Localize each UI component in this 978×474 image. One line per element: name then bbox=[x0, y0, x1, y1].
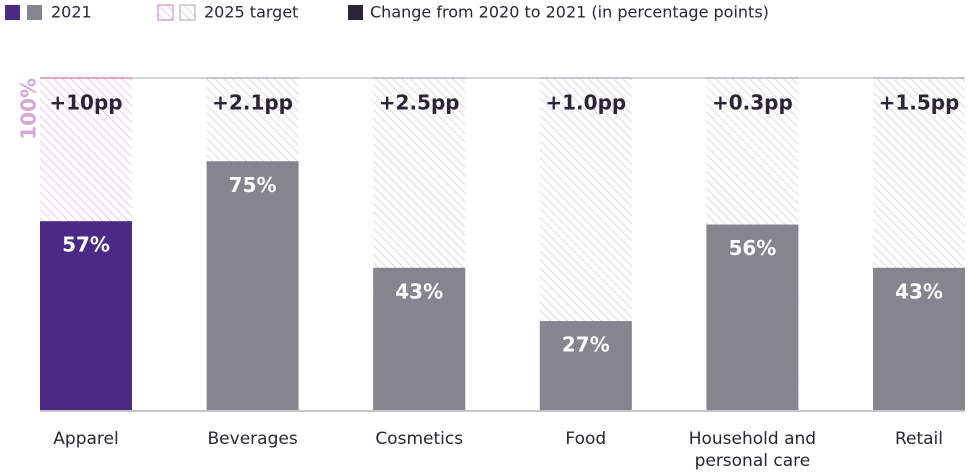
change-label: +0.3pp bbox=[712, 91, 793, 115]
value-label: 75% bbox=[229, 173, 277, 197]
x-tick-label: Household and personal care bbox=[688, 429, 817, 471]
legend-label: Change from 2020 to 2021 (in percentage … bbox=[370, 3, 769, 22]
legend-swatch bbox=[157, 4, 174, 21]
legend-swatch bbox=[27, 5, 42, 20]
value-label: 27% bbox=[562, 333, 610, 357]
change-label: +2.1pp bbox=[212, 91, 293, 115]
bar bbox=[873, 267, 965, 411]
x-tick-label: Food bbox=[565, 429, 607, 449]
legend-swatch bbox=[348, 5, 363, 20]
value-label: 57% bbox=[62, 233, 110, 257]
x-tick-label: Cosmetics bbox=[375, 429, 464, 449]
legend-swatch bbox=[5, 5, 20, 20]
value-label: 43% bbox=[395, 279, 443, 303]
x-tick-label: Retail bbox=[894, 429, 944, 449]
value-label: 56% bbox=[728, 236, 776, 260]
bar bbox=[706, 224, 799, 411]
y-tick-label: 100% bbox=[17, 78, 41, 140]
change-label: +2.5pp bbox=[379, 91, 460, 115]
legend-label: 2025 target bbox=[204, 3, 298, 22]
bar bbox=[40, 221, 132, 411]
value-label: 43% bbox=[895, 279, 943, 303]
x-tick-label: Beverages bbox=[207, 429, 298, 449]
bar bbox=[373, 267, 466, 411]
change-label: +10pp bbox=[49, 91, 122, 115]
change-label: +1.5pp bbox=[879, 91, 960, 115]
bar bbox=[206, 161, 299, 411]
x-tick-label: Apparel bbox=[53, 429, 119, 449]
bar bbox=[539, 321, 632, 411]
legend-swatch bbox=[179, 4, 196, 21]
change-label: +1.0pp bbox=[545, 91, 626, 115]
legend-label: 2021 bbox=[51, 3, 92, 22]
